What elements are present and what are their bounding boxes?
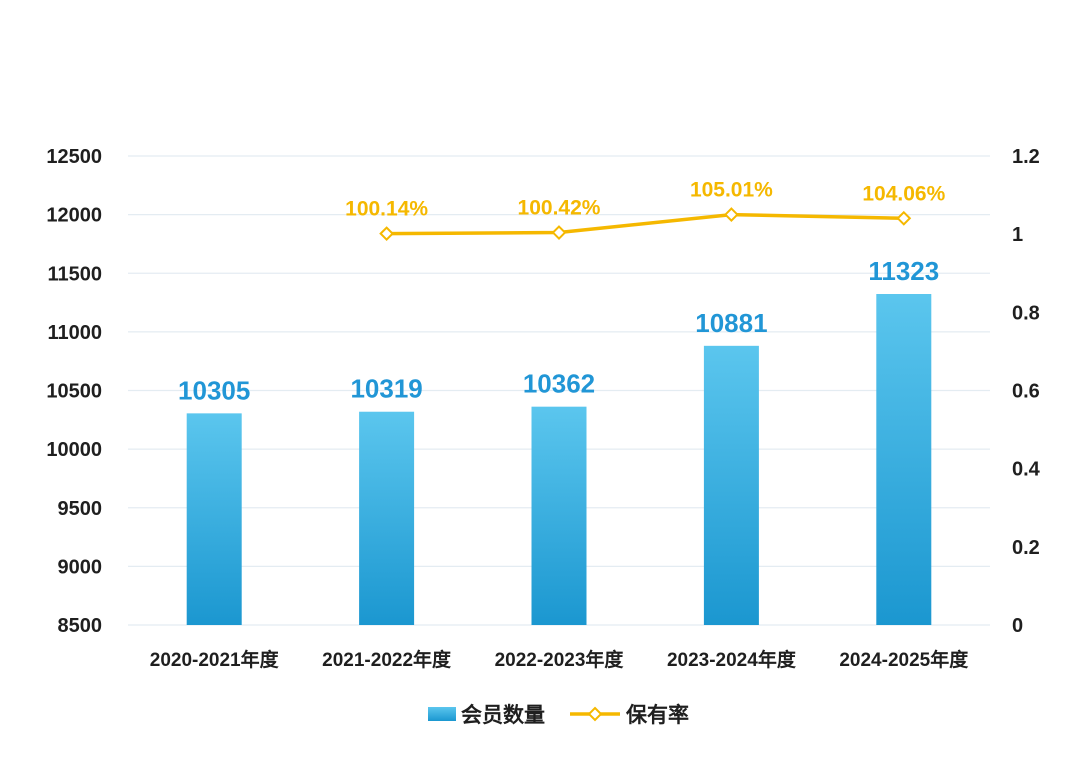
line-data-label: 100.14% bbox=[345, 198, 428, 221]
line-point-marker bbox=[723, 207, 739, 223]
left-tick-label: 12500 bbox=[46, 146, 102, 168]
right-y-axis: 0 0.2 0.4 0.6 0.8 1 1.2 bbox=[1012, 146, 1041, 637]
left-tick-label: 11000 bbox=[47, 322, 102, 344]
left-tick-label: 8500 bbox=[58, 615, 103, 637]
line-point-marker bbox=[551, 225, 567, 240]
bar-series bbox=[186, 294, 932, 625]
bar-data-label: 10319 bbox=[350, 374, 422, 404]
bar-member-count bbox=[186, 413, 242, 625]
legend-bar-swatch bbox=[428, 707, 456, 721]
bar-data-label: 10362 bbox=[523, 369, 595, 399]
left-tick-label: 9000 bbox=[58, 556, 103, 578]
bar-member-count bbox=[876, 294, 932, 625]
right-tick-label: 1.2 bbox=[1012, 146, 1040, 168]
line-data-label: 104.06% bbox=[862, 182, 945, 205]
bar-member-count bbox=[703, 345, 759, 625]
x-category-label: 2020-2021年度 bbox=[150, 648, 280, 671]
x-axis-categories: 2020-2021年度 2021-2022年度 2022-2023年度 2023-20… bbox=[150, 648, 969, 671]
bar-data-label: 10881 bbox=[695, 308, 767, 338]
left-tick-label: 10500 bbox=[46, 381, 102, 403]
left-tick-label: 11500 bbox=[47, 263, 102, 285]
left-tick-label: 9500 bbox=[58, 498, 103, 520]
legend-label-members: 会员数量 bbox=[461, 703, 545, 727]
legend-label-retention: 保有率 bbox=[625, 703, 689, 727]
right-tick-label: 0.8 bbox=[1012, 302, 1040, 324]
right-tick-label: 0.6 bbox=[1012, 381, 1040, 403]
bar-member-count bbox=[359, 411, 415, 625]
line-data-label: 100.42% bbox=[518, 197, 601, 220]
gridlines bbox=[128, 155, 990, 626]
bar-data-labels: 10305 10319 10362 10881 11323 bbox=[178, 256, 939, 405]
line-data-label: 105.01% bbox=[690, 179, 773, 202]
bar-data-label: 11323 bbox=[868, 256, 939, 286]
bar-data-label: 10305 bbox=[178, 375, 250, 405]
left-y-axis: 8500 9000 9500 10000 10500 11000 11500 12000 125… bbox=[46, 146, 102, 637]
right-tick-label: 0 bbox=[1012, 615, 1023, 637]
left-tick-label: 12000 bbox=[46, 205, 102, 227]
line-point-marker bbox=[379, 226, 395, 242]
legend: 会员数量 保有率 bbox=[428, 703, 689, 727]
line-point-marker bbox=[896, 210, 912, 226]
legend-line-marker bbox=[587, 706, 603, 722]
line-retention-rate bbox=[386, 212, 904, 236]
line-series bbox=[379, 207, 912, 242]
line-data-labels: 100.14% 100.42% 105.01% 104.06% bbox=[345, 179, 945, 221]
x-category-label: 2021-2022年度 bbox=[322, 648, 452, 671]
x-category-label: 2024-2025年度 bbox=[839, 648, 969, 671]
right-tick-label: 0.2 bbox=[1012, 537, 1040, 559]
right-tick-label: 0.4 bbox=[1012, 459, 1041, 481]
right-tick-label: 1 bbox=[1012, 224, 1023, 246]
bar-member-count bbox=[531, 406, 587, 625]
x-category-label: 2023-2024年度 bbox=[667, 648, 797, 671]
left-tick-label: 10000 bbox=[46, 439, 102, 461]
x-category-label: 2022-2023年度 bbox=[495, 648, 625, 671]
